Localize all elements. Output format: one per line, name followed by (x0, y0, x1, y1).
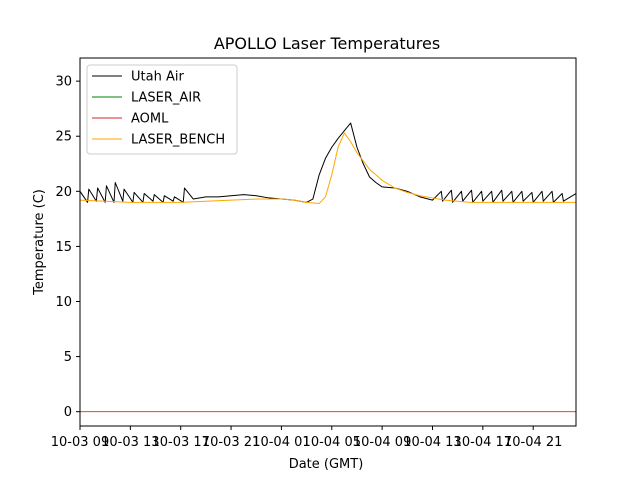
legend-label: LASER_BENCH (131, 133, 225, 148)
legend-label: AOML (131, 112, 169, 127)
y-tick-label: 5 (64, 350, 72, 365)
x-tick-label: 10-04 09 (353, 435, 411, 450)
y-tick-label: 0 (64, 405, 72, 420)
legend: Utah Air LASER_AIR AOML LASER_BENCH (86, 64, 238, 155)
y-tick-label: 30 (55, 75, 72, 90)
plot-frame (79, 57, 577, 427)
series-line-laser-bench (80, 132, 576, 204)
x-tick-label: 10-03 13 (101, 435, 159, 450)
y-tick-label: 25 (55, 130, 72, 145)
y-axis: 0 5 10 15 20 25 30 (55, 75, 80, 420)
x-tick-label: 10-03 21 (202, 435, 260, 450)
legend-label: LASER_AIR (131, 91, 201, 106)
series-layer (80, 122, 576, 413)
y-axis-label: Temperature (C) (32, 189, 47, 296)
chart-title: APOLLO Laser Temperatures (214, 34, 440, 53)
x-tick-label: 10-04 17 (454, 435, 512, 450)
y-tick-label: 15 (55, 240, 72, 255)
x-tick-label: 10-04 01 (252, 435, 310, 450)
y-tick-label: 20 (55, 185, 72, 200)
x-tick-label: 10-04 21 (504, 435, 562, 450)
y-tick-label: 10 (55, 295, 72, 310)
legend-box (86, 64, 238, 155)
x-tick-label: 10-04 05 (303, 435, 361, 450)
series-line-utah-air (80, 122, 576, 203)
legend-label: Utah Air (131, 70, 184, 85)
x-tick-label: 10-03 17 (151, 435, 209, 450)
x-tick-label: 10-03 09 (51, 435, 109, 450)
x-axis-label: Date (GMT) (289, 457, 364, 472)
x-tick-label: 10-04 13 (403, 435, 461, 450)
